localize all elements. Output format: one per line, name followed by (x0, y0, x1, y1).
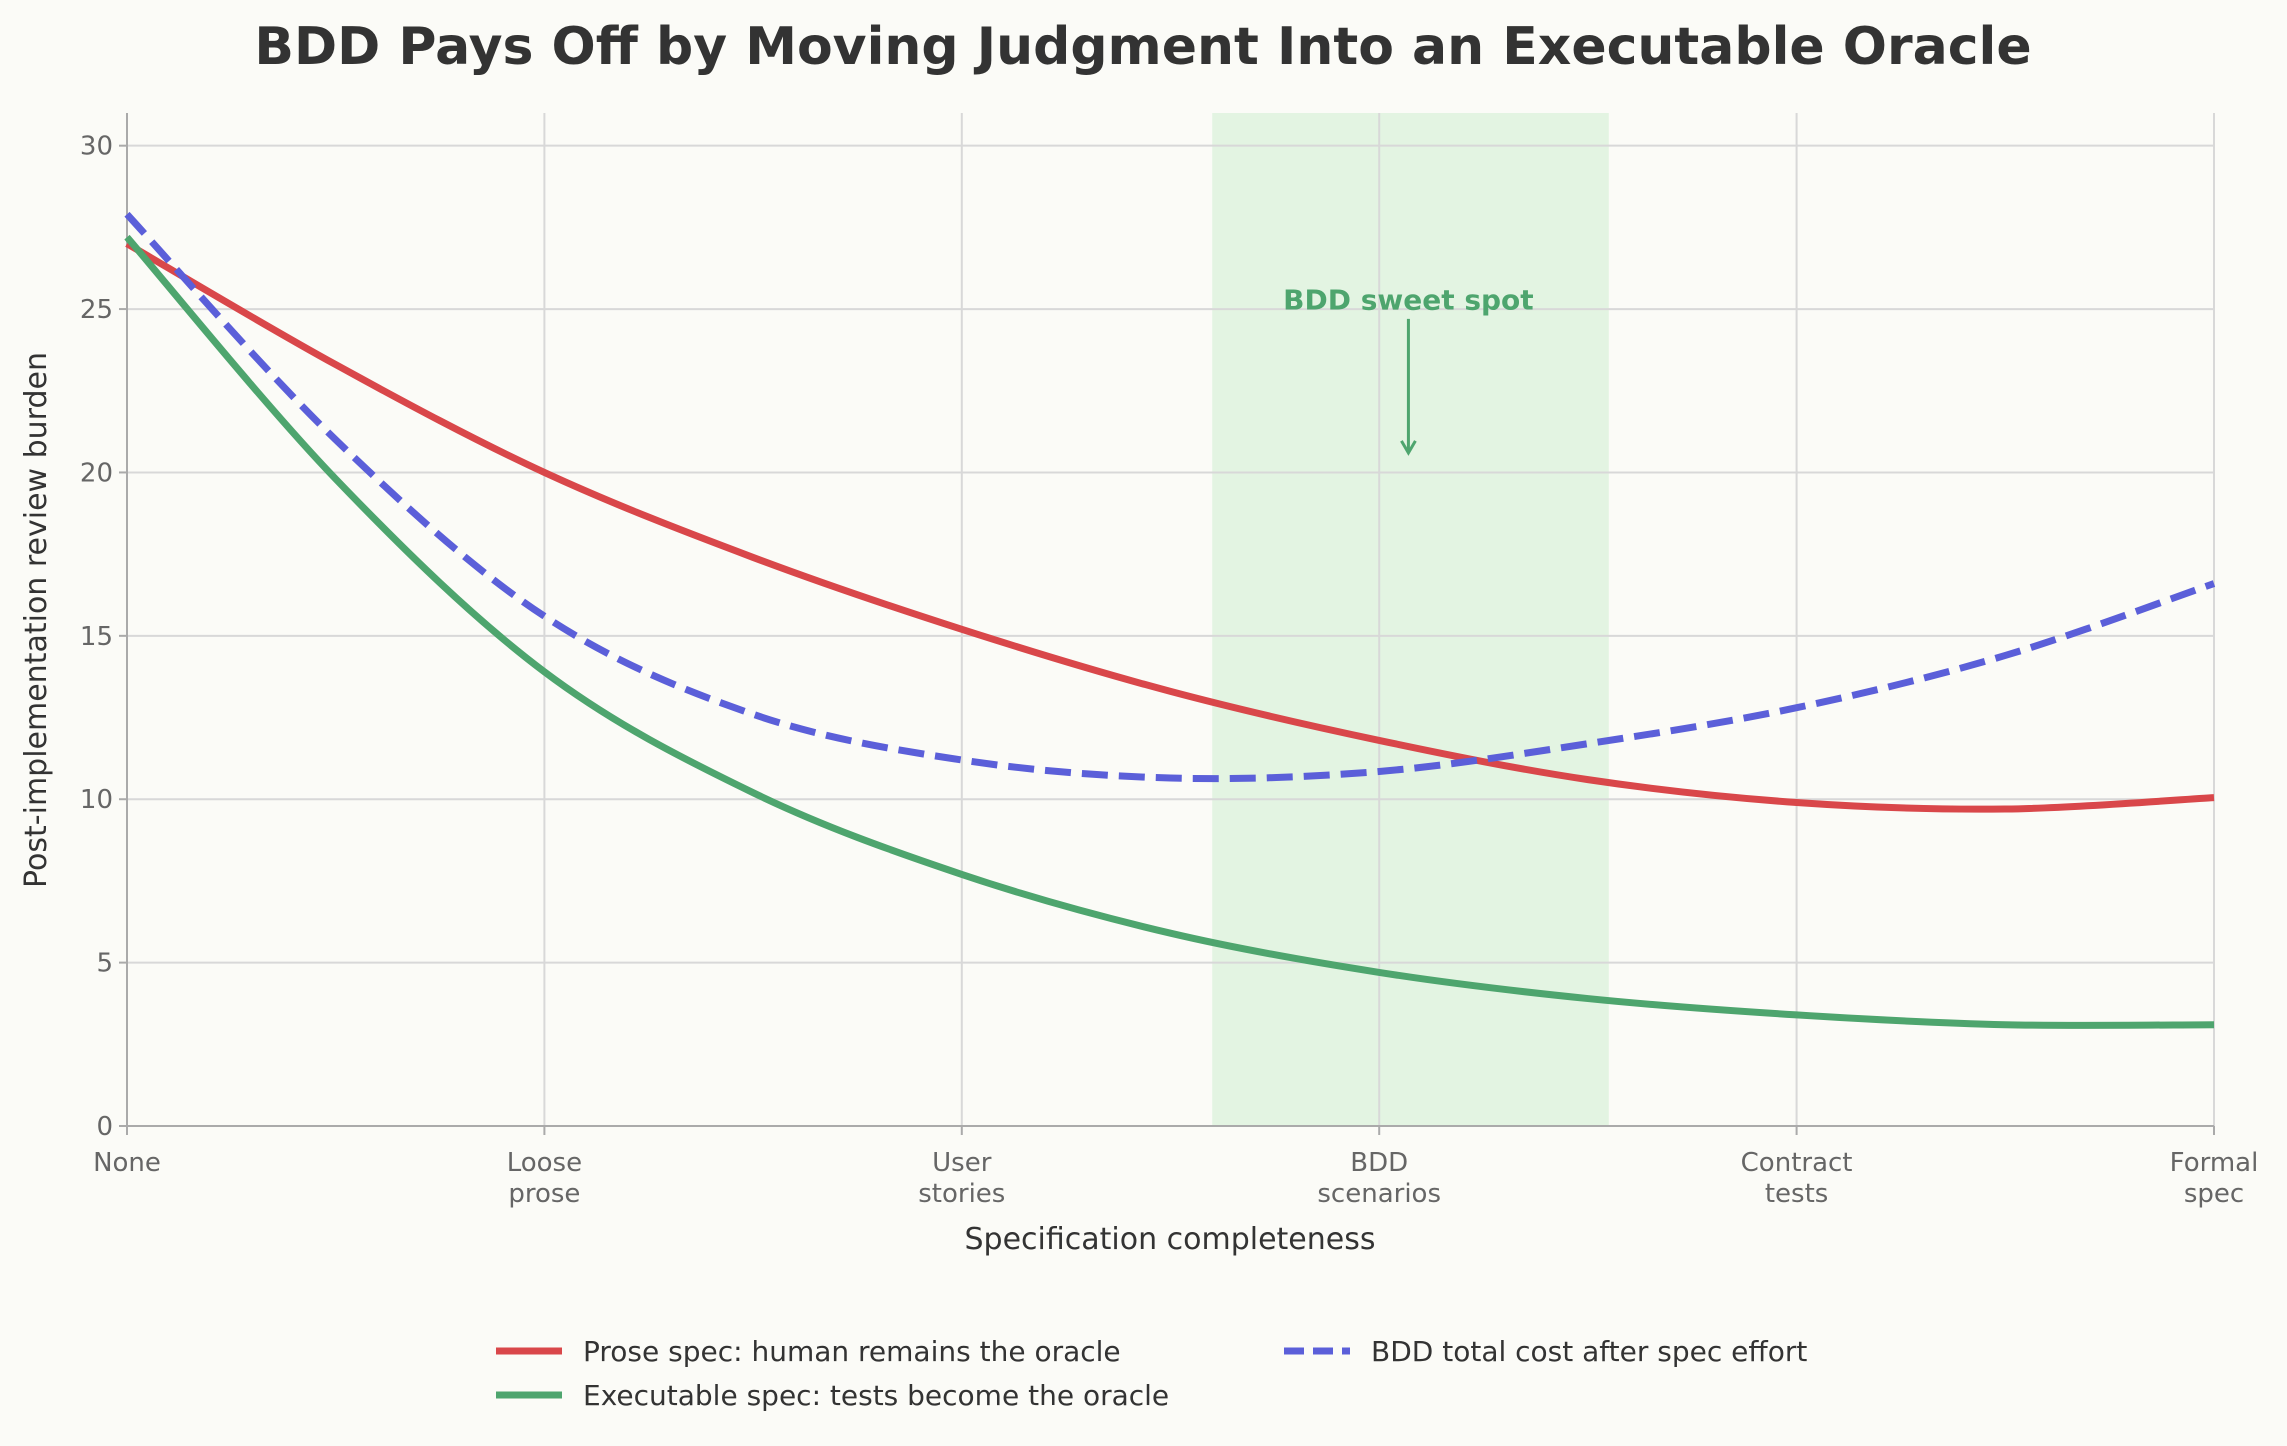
y-axis-label: Post-implementation review burden (19, 352, 54, 888)
x-tick-label: None (93, 1148, 161, 1178)
x-tick-label: Loose prose (507, 1148, 582, 1209)
y-tick-label: 15 (80, 622, 113, 652)
x-axis-label: Specification completeness (964, 1222, 1375, 1257)
y-tick-label: 5 (96, 949, 113, 979)
legend-label: BDD total cost after spec effort (1371, 1335, 1807, 1368)
y-tick-label: 10 (80, 785, 113, 815)
x-tick-label-line: User (932, 1148, 992, 1178)
x-tick-label-line: scenarios (1317, 1179, 1441, 1209)
series-line-prose-spec-human-remains-the-o (125, 240, 2215, 813)
x-tick-label-line: tests (1765, 1179, 1828, 1209)
x-tick-label-line: stories (918, 1179, 1005, 1209)
x-tick-label-line: prose (508, 1179, 580, 1209)
x-tick-label: Contract tests (1741, 1148, 1853, 1209)
x-tick-label: Formal spec (2170, 1148, 2259, 1209)
legend-label: Prose spec: human remains the oracle (583, 1335, 1121, 1368)
x-tick-label-line: Contract (1741, 1148, 1853, 1178)
x-tick-label-line: None (93, 1148, 161, 1178)
chart-title: BDD Pays Off by Moving Judgment Into an … (254, 17, 2031, 77)
series-line-bdd-total-cost-after-spec-effo (124, 211, 2216, 783)
y-tick-label: 25 (80, 295, 113, 325)
annotation-text: BDD sweet spot (1283, 283, 1534, 316)
series-line-executable-spec-tests-become-t (124, 234, 2215, 1029)
y-tick-label: 20 (80, 458, 113, 488)
x-tick-label-line: spec (2184, 1179, 2244, 1209)
x-tick-label-line: BDD (1350, 1148, 1408, 1178)
arrow-head-icon (1400, 440, 1417, 456)
y-tick-label: 0 (96, 1112, 113, 1142)
x-tick-label-line: Loose (507, 1148, 582, 1178)
x-tick-label-line: Formal (2170, 1148, 2259, 1178)
legend: Prose spec: human remains the oracle Exec… (496, 1335, 1807, 1412)
x-tick-label: BDD scenarios (1317, 1148, 1441, 1209)
x-tick-label: User stories (918, 1148, 1005, 1209)
legend-label: Executable spec: tests become the oracle (583, 1379, 1169, 1412)
y-tick-label: 30 (80, 132, 113, 162)
